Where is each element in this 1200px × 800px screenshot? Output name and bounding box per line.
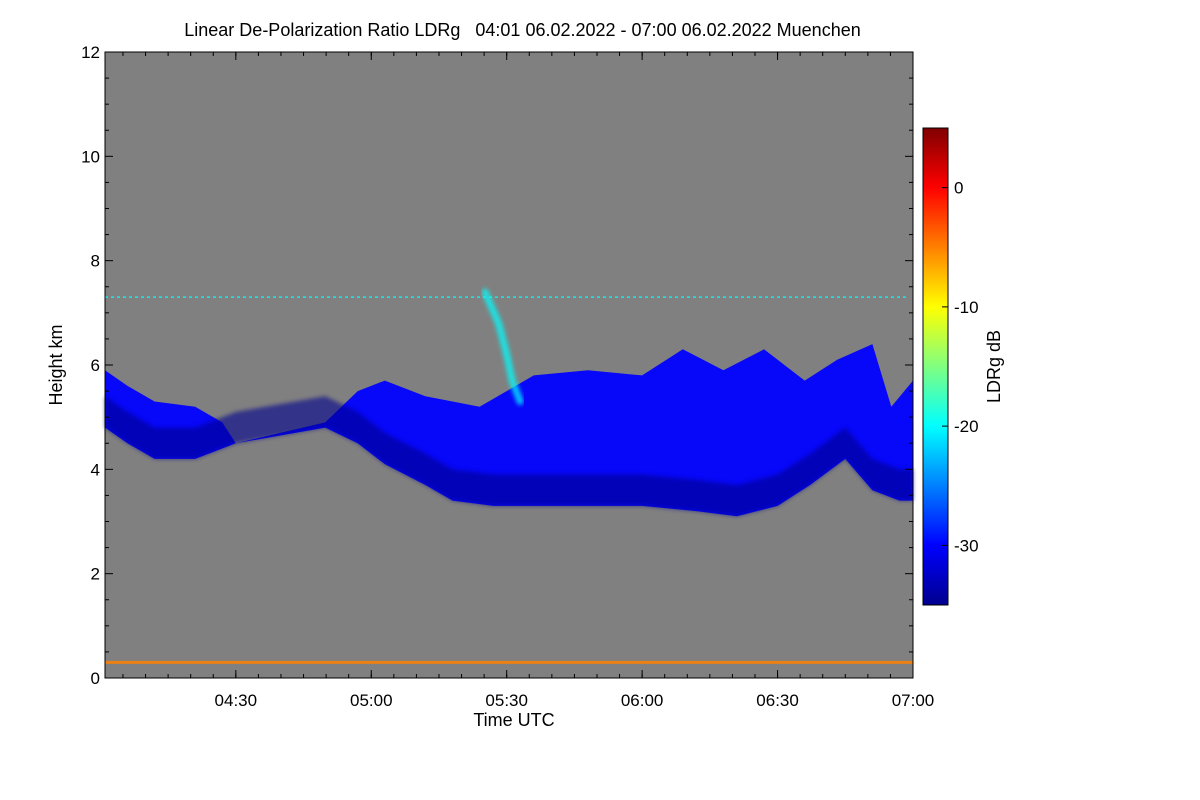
chart-title: Linear De-Polarization Ratio LDRg 04:01 … <box>184 20 861 40</box>
y-tick-label: 4 <box>91 460 100 479</box>
y-tick-label: 8 <box>91 252 100 271</box>
x-tick-label: 06:30 <box>756 691 799 710</box>
colorbar-label: LDRg dB <box>984 330 1004 403</box>
colorbar-tick-label: -20 <box>954 417 979 436</box>
colorbar-tick-label: -30 <box>954 536 979 555</box>
y-axis-label: Height km <box>46 324 66 405</box>
y-tick-label: 10 <box>81 147 100 166</box>
feature-ice-cloud <box>105 344 913 517</box>
x-tick-label: 05:30 <box>485 691 528 710</box>
x-tick-label: 07:00 <box>892 691 935 710</box>
feature-ice-cloud-core <box>105 396 913 517</box>
colorbar <box>922 127 949 606</box>
feature-streak <box>481 288 524 405</box>
x-tick-label: 06:00 <box>621 691 664 710</box>
colorbar-tick-label: 0 <box>954 179 963 198</box>
x-tick-label: 04:30 <box>215 691 258 710</box>
y-tick-label: 6 <box>91 356 100 375</box>
y-tick-label: 12 <box>81 43 100 62</box>
y-tick-label: 2 <box>91 565 100 584</box>
y-tick-label: 0 <box>91 669 100 688</box>
colorbar-tick-label: -10 <box>954 298 979 317</box>
x-axis-label: Time UTC <box>473 710 554 730</box>
x-tick-label: 05:00 <box>350 691 393 710</box>
